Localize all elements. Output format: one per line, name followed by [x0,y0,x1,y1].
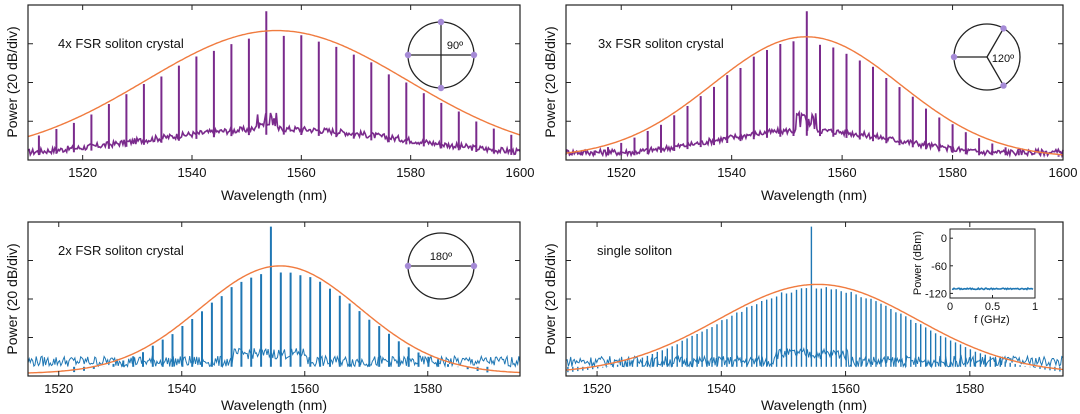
x-tick-label: 1560 [828,165,857,180]
panel-single-soliton: 1520 1540 1560 1580 single soliton Waveleng… [542,221,1064,413]
soliton-marker [437,18,445,26]
x-tick-label: 1520 [44,381,73,396]
plot-area-3x [565,11,1064,159]
phase-spoke [986,28,1005,58]
phase-markers [404,18,478,92]
rf-x-tick-label: 0 [947,301,953,313]
y-axis-label: Power (20 dB/div) [542,243,558,354]
y-axis-label: Power (20 dB/div) [4,26,20,137]
rf-y-tick-label: -60 [931,261,947,273]
rf-axes-frame [949,228,1036,299]
rf-y-axis-label: Power (dBm) [912,231,924,295]
rf-y-tick-label: 0 [941,233,947,245]
noise-floor-trace [565,346,1064,369]
phase-markers [404,262,478,270]
plot-area-single [565,226,1064,373]
plot-area-4x [27,11,521,158]
envelope-fit-curve [565,283,1064,371]
soliton-marker [470,51,478,59]
axis-ticks: 1520 1540 1560 1580 1600 [28,5,534,180]
x-tick-label: 1540 [707,381,736,396]
axis-ticks: 1520 1540 1560 1580 [566,222,1063,396]
noise-floor-trace [27,112,521,158]
x-axis-label: Wavelength (nm) [761,397,867,413]
y-axis-label: Power (20 dB/div) [4,243,20,354]
x-tick-label: 1600 [506,165,535,180]
panel-4x-fsr: 1520 1540 1560 1580 1600 4x FSR soliton crys… [4,4,534,203]
x-tick-label: 1560 [287,165,316,180]
phase-angle-label: 90º [447,40,463,52]
x-axis-label: Wavelength (nm) [761,187,867,203]
axis-ticks: 1520 1540 1560 1580 [28,222,520,396]
soliton-marker [950,53,958,61]
phase-angle-label: 180º [430,251,452,263]
x-tick-label: 1520 [583,381,612,396]
panel-title: 4x FSR soliton crystal [58,36,184,51]
panel-title: 2x FSR soliton crystal [58,243,184,258]
soliton-marker [404,51,412,59]
x-tick-label: 1580 [955,381,984,396]
phase-angle-label: 120º [992,53,1014,65]
x-tick-label: 1540 [167,381,196,396]
rf-noise-trace [951,287,1034,291]
phase-markers [950,25,1007,89]
soliton-marker [404,262,412,270]
noise-floor-trace [565,109,1064,159]
x-tick-label: 1540 [717,165,746,180]
x-tick-label: 1580 [396,165,425,180]
rf-x-axis-label: f (GHz) [974,314,1009,326]
rf-y-tick-label: -120 [925,288,947,300]
rf-plot-area [951,287,1034,291]
envelope-fit-curve [28,265,521,374]
soliton-marker [470,262,478,270]
x-tick-label: 1520 [68,165,97,180]
panel-title: single soliton [597,243,672,258]
panel-title: 3x FSR soliton crystal [598,36,724,51]
panel-3x-fsr: 1520 1540 1560 1580 1600 3x FSR soliton crys… [542,4,1077,203]
x-tick-label: 1520 [607,165,636,180]
noise-floor-trace [27,347,521,369]
x-tick-label: 1560 [831,381,860,396]
rf-x-tick-label: 0.5 [985,301,1000,313]
axis-ticks: 1520 1540 1560 1580 1600 [566,5,1077,180]
envelope-fit-curve [565,36,1064,156]
inset-phase-circle: 120º [950,23,1021,91]
x-tick-label: 1560 [290,381,319,396]
y-axis-label: Power (20 dB/div) [542,26,558,137]
x-tick-label: 1580 [413,381,442,396]
rf-x-tick-label: 1 [1032,301,1038,313]
panel-2x-fsr: 1520 1540 1560 1580 2x FSR soliton crystal … [4,221,521,413]
x-axis-label: Wavelength (nm) [221,397,327,413]
inset-phase-circle: 90º [404,18,478,92]
x-tick-label: 1540 [178,165,207,180]
soliton-marker [1000,25,1007,32]
phase-spoke [986,56,1005,86]
soliton-marker [1000,82,1007,89]
x-axis-label: Wavelength (nm) [221,187,327,203]
x-tick-label: 1580 [938,165,967,180]
soliton-marker [437,84,445,92]
x-tick-label: 1600 [1049,165,1078,180]
inset-phase-circle: 180º [404,232,478,300]
envelope-fit-curve [27,29,521,138]
plot-area-2x [27,226,521,374]
